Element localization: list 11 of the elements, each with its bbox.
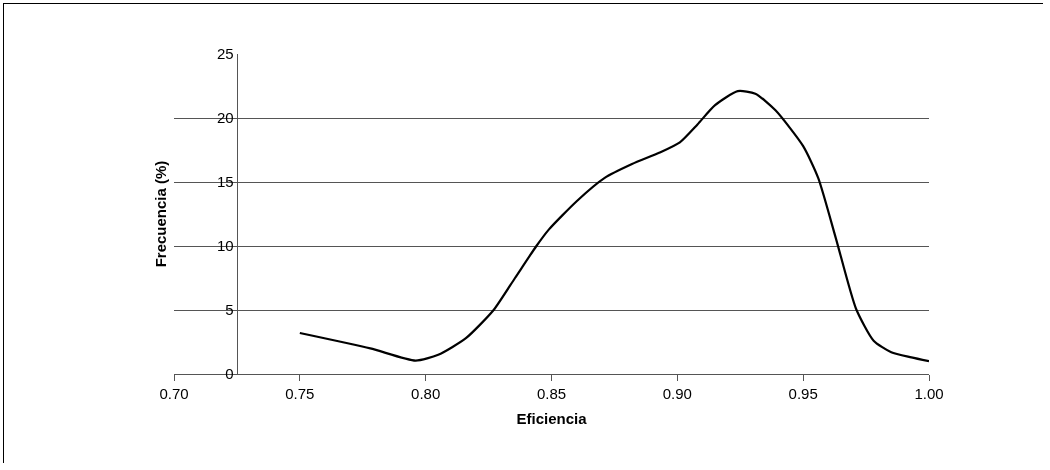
y-tick-label: 25 bbox=[216, 45, 234, 63]
x-tick-label: 0.70 bbox=[159, 385, 189, 402]
line-series bbox=[298, 89, 929, 363]
x-axis-title: Eficiencia bbox=[516, 410, 588, 427]
x-tick-label: 1.00 bbox=[914, 385, 944, 402]
y-axis-title: Frecuencia (%) bbox=[152, 160, 170, 268]
x-tick-label: 0.75 bbox=[285, 385, 315, 402]
x-tick-label: 0.95 bbox=[788, 385, 818, 402]
x-tick-label: 0.90 bbox=[662, 385, 692, 402]
x-tick-label: 0.85 bbox=[536, 385, 567, 402]
x-tick-label: 0.80 bbox=[411, 385, 441, 402]
